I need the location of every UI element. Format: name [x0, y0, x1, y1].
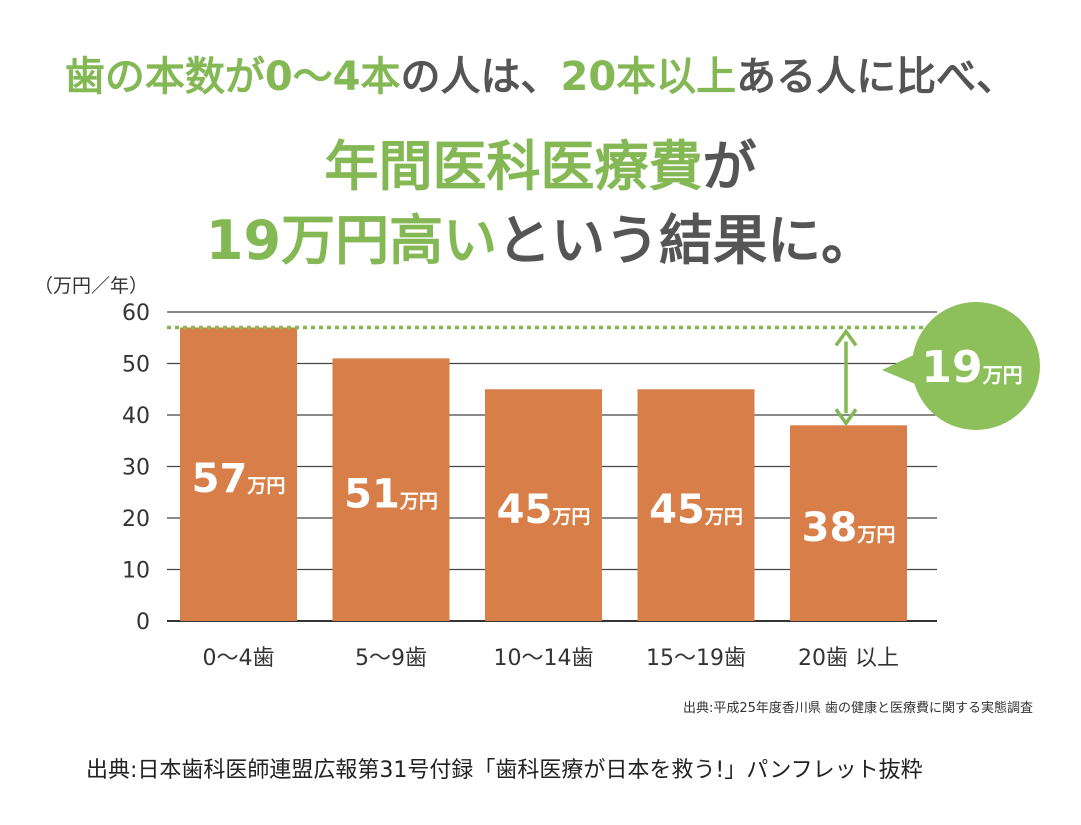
x-category-label-1: 5〜9歯: [355, 646, 427, 671]
headline-line3-segment-1: という結果に。: [497, 209, 876, 272]
bar-value-label-0: 57万円: [192, 456, 286, 502]
callout-pointer: [882, 352, 920, 386]
bar-value-number-0: 57: [192, 456, 248, 502]
y-tick-label-0: 0: [136, 610, 150, 635]
x-category-label-0: 0〜4歯: [203, 646, 275, 671]
headline-line-2: 年間医科医療費が: [0, 122, 1081, 201]
y-tick-label-10: 10: [122, 559, 150, 584]
headline-line-1: 歯の本数が0〜4本の人は、20本以上ある人に比べ、: [0, 44, 1081, 102]
x-category-label-4: 20歯 以上: [798, 646, 899, 671]
bar-chart: （万円／年）010203040506057万円0〜4歯51万円5〜9歯45万円1…: [34, 275, 1040, 671]
callout-circle: [912, 302, 1040, 430]
callout-difference-unit: 万円: [982, 363, 1023, 387]
bar-value-number-2: 45: [497, 487, 553, 533]
bar-3: [637, 389, 755, 621]
headline-line1-segment-3: ある人に比べ、: [736, 54, 1017, 100]
callout-difference-label: 19万円: [921, 342, 1022, 393]
bar-value-label-3: 45万円: [649, 487, 743, 533]
bar-1: [332, 358, 450, 621]
callout-difference-number: 19: [921, 342, 982, 393]
headline-line2-segment-0: 年間医科医療費: [324, 135, 703, 198]
bar-value-unit-0: 万円: [246, 475, 285, 497]
y-tick-label-60: 60: [122, 301, 150, 326]
headline-line1-segment-0: 歯の本数が0〜4本: [64, 54, 401, 100]
y-tick-label-30: 30: [122, 456, 150, 481]
bar-value-number-1: 51: [344, 472, 400, 518]
bar-value-unit-2: 万円: [551, 506, 590, 528]
bar-value-label-1: 51万円: [344, 472, 438, 518]
bar-0: [180, 327, 297, 621]
headline-line2-segment-1: が: [702, 135, 757, 198]
bar-value-unit-1: 万円: [399, 491, 438, 513]
y-axis-unit-label: （万円／年）: [34, 275, 148, 297]
headline-line1-segment-2: 20本以上: [560, 54, 737, 100]
bar-4: [790, 425, 907, 621]
headline-line1-segment-1: の人は、: [400, 54, 561, 100]
headline-line3-segment-0: 19万円高い: [205, 209, 498, 272]
difference-arrow-top-head: [834, 328, 858, 347]
y-tick-label-40: 40: [122, 404, 150, 429]
bar-value-label-2: 45万円: [497, 487, 591, 533]
bar-value-number-3: 45: [649, 487, 705, 533]
bar-value-number-4: 38: [802, 505, 858, 551]
survey-source-note: 出典:平成25年度香川県 歯の健康と医療費に関する実態調査: [682, 701, 1033, 716]
x-category-label-3: 15〜19歯: [646, 646, 746, 671]
bar-2: [485, 389, 602, 621]
headline-line-3: 19万円高いという結果に。: [0, 196, 1081, 275]
x-category-label-2: 10〜14歯: [494, 646, 594, 671]
bar-value-unit-4: 万円: [856, 524, 895, 546]
bar-value-label-4: 38万円: [802, 505, 896, 551]
bar-value-unit-3: 万円: [704, 506, 743, 528]
pamphlet-source-note: 出典:日本歯科医師連盟広報第31号付録「歯科医療が日本を救う!」パンフレット抜粋: [86, 758, 923, 783]
y-tick-label-50: 50: [122, 353, 150, 378]
difference-arrow-bottom-head: [834, 408, 858, 427]
y-tick-label-20: 20: [122, 507, 150, 532]
